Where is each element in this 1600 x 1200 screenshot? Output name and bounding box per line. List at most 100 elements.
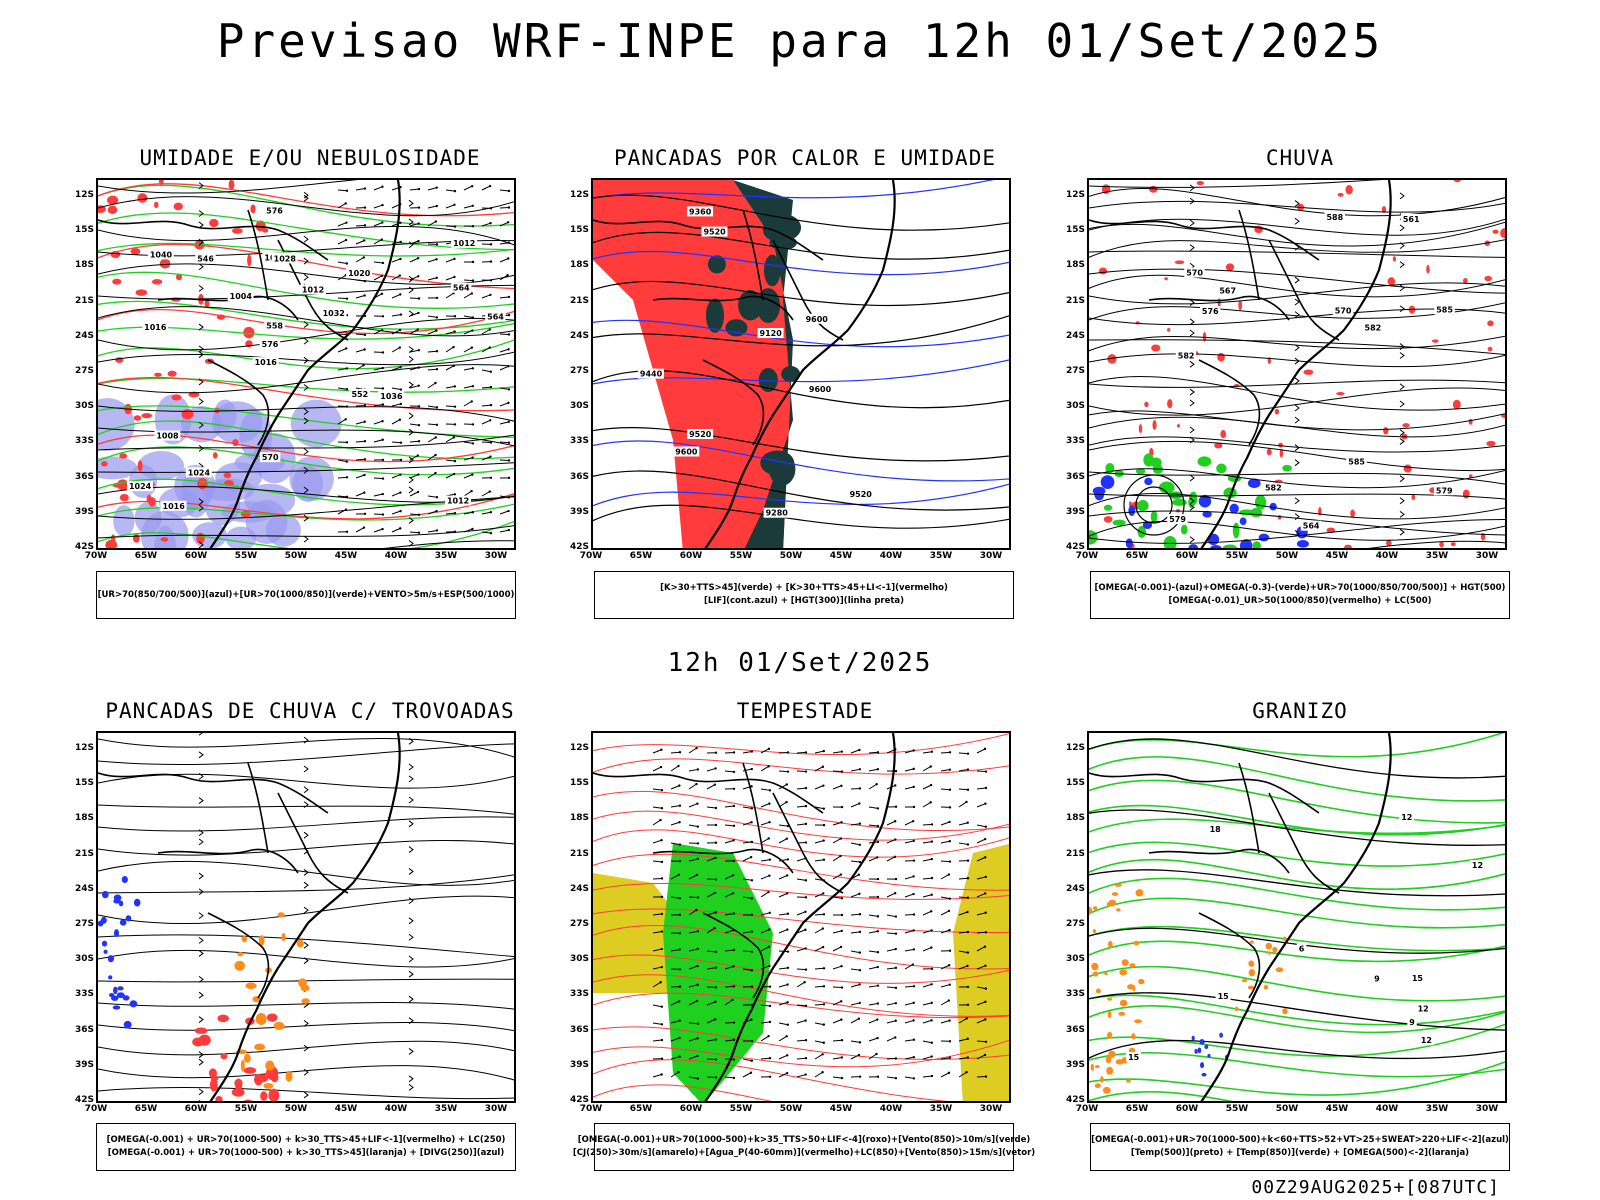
lat-tick-label: 21S <box>74 848 94 859</box>
wind-vector <box>742 751 752 754</box>
wind-vector-head <box>696 983 699 986</box>
wind-vector-head <box>732 1076 736 1080</box>
wind-vector <box>850 803 860 808</box>
wind-vector <box>796 981 805 988</box>
contour-label-bg <box>1184 267 1205 278</box>
wind-vector-head <box>822 1023 826 1026</box>
wind-vector-head <box>804 804 808 808</box>
wind-vector-head <box>399 366 402 369</box>
shaded-field <box>270 1072 279 1083</box>
shaded-field <box>263 1082 274 1089</box>
wind-vector <box>922 1075 933 1078</box>
wind-vector-head <box>858 1001 861 1005</box>
wind-vector-head <box>786 770 790 773</box>
shaded-field <box>1092 906 1098 910</box>
wind-vector-head <box>875 783 878 786</box>
legend-text: [Temp(500)](preto) + [Temp(850)](verde) … <box>1130 1148 1470 1158</box>
contour-label-bg <box>259 452 281 463</box>
lon-tick-label: 50W <box>779 1104 803 1114</box>
wind-vector-head <box>750 897 754 900</box>
wind-vector-head <box>966 752 970 755</box>
wind-vector-head <box>984 1018 987 1021</box>
shaded-field <box>1411 494 1416 501</box>
wind-vector <box>760 788 770 791</box>
wind-vector-head <box>695 746 698 750</box>
wind-vector-head <box>984 1075 988 1078</box>
contour-line <box>593 1039 1009 1068</box>
shaded-field <box>243 1053 251 1063</box>
wind-vector-head <box>507 528 510 532</box>
streamline-arrow <box>1189 244 1195 252</box>
contour-label: 546 <box>197 255 214 264</box>
wind-vector <box>481 294 491 299</box>
wind-vector <box>373 275 383 281</box>
contour-label-bg <box>160 500 187 511</box>
shaded-field <box>1248 969 1256 977</box>
wind-vector <box>922 894 932 898</box>
lon-tick-label: 40W <box>384 551 408 561</box>
streamline-arrow <box>408 456 414 464</box>
streamline-arrow <box>303 417 309 425</box>
streamline <box>383 540 514 548</box>
shaded-field <box>1194 1048 1198 1054</box>
wind-vector-head <box>489 207 493 210</box>
shaded-field <box>118 900 124 907</box>
streamline <box>98 773 514 789</box>
wind-vector-head <box>749 855 753 859</box>
shaded-field <box>107 205 118 215</box>
wind-vector-head <box>453 257 456 261</box>
wind-vector <box>850 1002 860 1006</box>
wind-vector <box>427 454 436 461</box>
wind-vector <box>652 877 663 880</box>
wind-vector-head <box>732 985 736 988</box>
contour-label: 9120 <box>760 329 783 338</box>
contour-label: 9520 <box>703 228 726 237</box>
shaded-field <box>1232 522 1240 539</box>
wind-vector-head <box>399 293 402 296</box>
wind-vector <box>868 914 878 917</box>
wind-vector-head <box>804 1056 808 1060</box>
contour-label-bg <box>450 282 472 293</box>
streamline <box>1089 282 1505 305</box>
wind-vector-head <box>471 260 475 264</box>
wind-vector <box>391 275 401 281</box>
wind-vector-head <box>381 261 385 265</box>
wind-vector <box>940 751 951 754</box>
contour-label-bg <box>227 291 254 302</box>
wind-vector <box>760 875 770 880</box>
shaded-field <box>154 525 177 548</box>
wind-vector <box>409 474 419 479</box>
shaded-field <box>1214 442 1223 449</box>
wind-vector <box>409 329 419 335</box>
wind-vector <box>670 842 680 846</box>
wind-vector <box>904 768 914 772</box>
wind-vector-head <box>381 185 384 188</box>
contour-label-bg <box>1300 520 1322 531</box>
streamline <box>98 1040 514 1056</box>
contour-label-bg <box>1433 485 1455 496</box>
shaded-field <box>116 992 125 999</box>
contour-line <box>593 758 1009 775</box>
shaded-field <box>121 875 128 884</box>
wind-vector-head <box>696 896 700 899</box>
shaded-field <box>1201 1072 1207 1077</box>
shaded-field <box>1115 1059 1124 1065</box>
shaded-field <box>1108 1050 1116 1058</box>
wind-vector <box>445 258 455 263</box>
wind-vector-head <box>911 963 915 966</box>
shaded-field <box>133 415 142 421</box>
wind-vector-head <box>453 530 457 533</box>
shaded-field <box>1279 448 1284 458</box>
streamline-arrow <box>303 191 309 199</box>
shaded-field <box>122 995 130 1001</box>
wind-vector-head <box>912 859 916 862</box>
wind-vector-head <box>948 820 951 824</box>
wind-vector-head <box>786 983 789 986</box>
lon-tick-label: 70W <box>579 551 603 561</box>
lat-tick-label: 21S <box>1065 295 1085 306</box>
wind-vector-head <box>345 441 349 444</box>
lat-tick-label: 24S <box>1065 883 1085 894</box>
state-border <box>593 772 824 814</box>
wind-vector <box>940 1057 950 1060</box>
shaded-field <box>258 935 265 947</box>
